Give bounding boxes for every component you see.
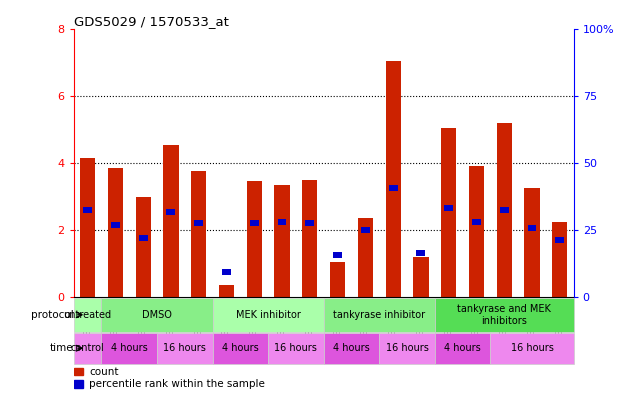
Bar (324, 333, 379, 364)
Bar (333, 252, 342, 258)
Bar (552, 222, 567, 297)
Text: MEK inhibitor: MEK inhibitor (236, 310, 301, 320)
Bar (135, 196, 151, 297)
Text: 16 hours: 16 hours (274, 343, 317, 353)
Text: tankyrase and MEK
inhibitors: tankyrase and MEK inhibitors (457, 304, 551, 325)
Text: count: count (89, 367, 119, 376)
Text: 4 hours: 4 hours (111, 343, 147, 353)
Bar (435, 333, 490, 364)
Bar (74, 368, 83, 375)
Bar (191, 171, 206, 297)
Bar (388, 185, 397, 191)
Text: DMSO: DMSO (142, 310, 172, 320)
Bar (138, 235, 147, 241)
Bar (385, 61, 401, 297)
Bar (163, 145, 179, 297)
Bar (278, 219, 287, 224)
Bar (167, 209, 176, 215)
Bar (111, 222, 120, 228)
Bar (80, 158, 96, 297)
Text: 4 hours: 4 hours (444, 343, 481, 353)
Text: 16 hours: 16 hours (163, 343, 206, 353)
Bar (379, 333, 435, 364)
Bar (274, 185, 290, 297)
Bar (472, 219, 481, 224)
Text: tankyrase inhibitor: tankyrase inhibitor (333, 310, 426, 320)
Text: 16 hours: 16 hours (386, 343, 428, 353)
Bar (101, 333, 157, 364)
Bar (417, 250, 426, 256)
Bar (305, 220, 314, 226)
Bar (444, 205, 453, 211)
Bar (324, 298, 435, 332)
Bar (358, 218, 373, 297)
Bar (555, 237, 564, 243)
Bar (268, 333, 324, 364)
Bar (213, 298, 324, 332)
Bar (413, 257, 429, 297)
Bar (74, 298, 101, 332)
Bar (500, 207, 509, 213)
Bar (222, 269, 231, 275)
Bar (361, 227, 370, 233)
Bar (250, 220, 259, 226)
Bar (497, 123, 512, 297)
Bar (213, 333, 268, 364)
Bar (194, 220, 203, 226)
Bar (330, 262, 345, 297)
Bar (469, 167, 484, 297)
Bar (83, 207, 92, 213)
Bar (74, 333, 101, 364)
Text: time: time (50, 343, 74, 353)
Bar (490, 333, 574, 364)
Text: 4 hours: 4 hours (222, 343, 259, 353)
Text: GDS5029 / 1570533_at: GDS5029 / 1570533_at (74, 15, 229, 28)
Bar (101, 298, 213, 332)
Text: 4 hours: 4 hours (333, 343, 370, 353)
Text: 16 hours: 16 hours (511, 343, 553, 353)
Bar (528, 225, 537, 231)
Bar (108, 168, 123, 297)
Text: protocol: protocol (31, 310, 74, 320)
Bar (247, 182, 262, 297)
Bar (157, 333, 213, 364)
Text: untreated: untreated (63, 310, 112, 320)
Bar (524, 188, 540, 297)
Bar (435, 298, 574, 332)
Text: percentile rank within the sample: percentile rank within the sample (89, 379, 265, 389)
Bar (441, 128, 456, 297)
Bar (302, 180, 317, 297)
Bar (74, 380, 83, 387)
Text: control: control (71, 343, 104, 353)
Bar (219, 285, 234, 297)
